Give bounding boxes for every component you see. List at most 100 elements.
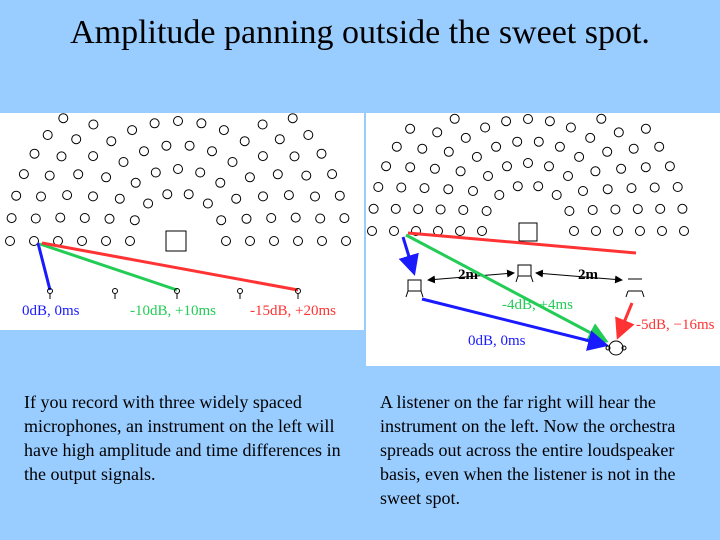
seat-circle	[42, 130, 53, 140]
seat-circle	[244, 172, 255, 183]
signal-line-blue	[398, 236, 419, 276]
seat-circle	[429, 163, 440, 174]
seat-circle	[216, 215, 227, 226]
listener-icon	[605, 340, 627, 356]
seat-circle	[310, 191, 320, 202]
seat-circle	[44, 170, 55, 181]
seat-circle	[149, 118, 160, 129]
seat-circle	[389, 226, 399, 236]
seat-circle	[460, 132, 471, 143]
seat-circle	[565, 122, 576, 133]
seat-circle	[118, 157, 129, 167]
seat-circle	[303, 130, 314, 140]
mic-label-3: -15dB, +20ms	[250, 303, 336, 319]
seat-circle	[183, 189, 194, 200]
seat-circle	[143, 198, 154, 209]
seat-circle	[494, 190, 505, 200]
seat-circle	[411, 226, 421, 236]
seat-circle	[56, 151, 67, 162]
seat-circle	[266, 213, 277, 223]
label-blue: 0dB, 0ms	[468, 333, 526, 349]
seat-circle	[258, 191, 268, 202]
seat-circle	[283, 190, 294, 201]
seat-circle	[672, 182, 683, 192]
microphone-icon	[47, 288, 53, 294]
seat-circle	[569, 226, 579, 236]
microphone-icon	[112, 288, 118, 294]
seat-circle	[664, 161, 675, 172]
seat-circle	[241, 213, 252, 224]
seat-circle	[563, 171, 573, 181]
seat-circle	[239, 136, 250, 147]
seat-circle	[55, 212, 66, 223]
orchestra-seats	[5, 113, 351, 246]
seat-circle	[202, 198, 213, 209]
seat-circle	[114, 193, 125, 204]
seat-circle	[610, 204, 621, 215]
seat-circle	[289, 151, 300, 162]
left-diagram: 0dB, 0ms -10dB, +10ms -15dB, +20ms	[5, 113, 351, 319]
signal-line-blue-listener	[421, 297, 609, 351]
seat-circle	[564, 206, 575, 216]
seat-circle	[367, 226, 377, 236]
seat-circle	[435, 204, 446, 215]
label-green: -4dB, +4ms	[502, 297, 573, 313]
seat-circle	[574, 151, 585, 162]
seat-circle	[218, 125, 229, 136]
seat-circle	[533, 181, 544, 192]
microphone-icon	[237, 288, 243, 294]
signal-line-red-listener	[615, 302, 635, 340]
label-red: -5dB, −16ms	[636, 317, 715, 333]
seat-circle	[129, 215, 140, 226]
seat-circle	[127, 125, 138, 136]
seat-circle	[544, 116, 555, 127]
seat-circle	[613, 226, 623, 236]
seat-circle	[632, 204, 643, 215]
seat-circle	[290, 212, 301, 223]
seat-circle	[616, 163, 627, 174]
microphone-icon	[174, 288, 180, 294]
seat-circle	[390, 203, 401, 214]
microphones	[47, 288, 301, 299]
seat-circle	[257, 151, 268, 162]
caption-left: If you record with three widely spaced m…	[24, 392, 341, 484]
seat-circle	[58, 113, 69, 124]
seat-circle	[523, 158, 533, 168]
seat-circle	[677, 203, 688, 214]
seat-circle	[173, 116, 183, 126]
seat-circle	[443, 184, 454, 195]
seat-circle	[245, 236, 255, 246]
seat-circle	[79, 213, 90, 223]
seat-circle	[449, 113, 460, 124]
slide-title: Amplitude panning outside the sweet spot…	[70, 14, 650, 51]
seat-circle	[315, 213, 326, 224]
seat-circle	[62, 190, 73, 201]
seat-circle	[106, 136, 117, 147]
seat-circle	[5, 236, 15, 246]
seat-circle	[551, 190, 562, 200]
seat-circle	[327, 169, 338, 180]
loudspeaker-icon	[515, 264, 534, 283]
seat-circle	[405, 162, 416, 173]
seat-circle	[649, 182, 660, 193]
seat-circle	[36, 191, 46, 202]
signal-line-green	[405, 233, 609, 343]
seat-circle	[654, 141, 665, 152]
seat-circle	[18, 169, 29, 180]
seat-circle	[596, 113, 607, 124]
seat-circle	[443, 146, 454, 157]
seat-circle	[207, 146, 217, 157]
seat-circle	[184, 140, 195, 151]
seat-circle	[512, 136, 523, 147]
seat-circle	[471, 151, 482, 162]
loudspeakers	[405, 264, 645, 298]
seat-circle	[317, 236, 327, 246]
seat-circle	[88, 191, 98, 202]
seat-circle	[77, 236, 87, 246]
seat-circle	[30, 213, 41, 224]
distance-arrow-left	[427, 269, 515, 284]
seat-circle	[274, 134, 285, 145]
seat-circle	[405, 123, 416, 134]
seat-circle	[373, 182, 384, 192]
seat-circle	[635, 226, 645, 236]
